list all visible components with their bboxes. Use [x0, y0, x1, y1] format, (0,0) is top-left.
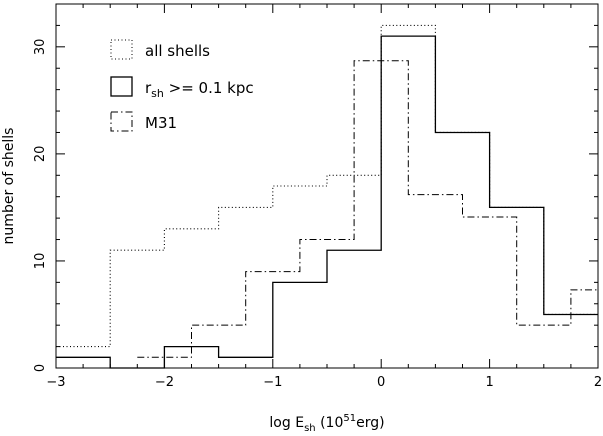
x-axis-title-prefix: log E	[269, 415, 304, 431]
x-axis-title-sup: 51	[343, 413, 356, 424]
legend-label-all-shells: all shells	[145, 42, 210, 60]
x-axis-title-close: erg)	[356, 415, 384, 431]
legend-label-r-sh: rsh >= 0.1 kpc	[145, 79, 254, 100]
y-tick-label: 20	[33, 146, 48, 163]
y-tick-label: 30	[33, 39, 48, 56]
x-axis-title: log Esh (1051erg)	[269, 413, 384, 434]
x-tick-label: 0	[377, 375, 385, 390]
legend-swatch-m31	[110, 111, 133, 132]
legend-label-r-sh-rest: >= 0.1 kpc	[164, 79, 254, 97]
y-tick-label: 10	[33, 253, 48, 270]
legend-label-r-sh-sub: sh	[151, 87, 164, 100]
legend-label-r-sh-base: r	[145, 79, 152, 97]
tick-marks	[55, 3, 599, 369]
x-axis-title-sub: sh	[304, 423, 316, 434]
x-tick-label: 1	[485, 375, 493, 390]
series-layer	[56, 24, 598, 369]
x-tick-label: −3	[46, 375, 65, 390]
y-axis-title: number of shells	[1, 128, 17, 245]
x-axis-title-open: (10	[316, 415, 344, 431]
x-tick-label: −1	[263, 375, 282, 390]
legend-swatch-all-shells	[110, 39, 133, 60]
legend-label-m31: M31	[145, 114, 177, 132]
series-r-sh	[56, 35, 598, 369]
y-tick-label: 0	[33, 364, 48, 372]
series-m31	[137, 60, 598, 358]
legend-swatch-r-sh	[110, 76, 133, 97]
x-tick-label: −2	[155, 375, 174, 390]
legend: all shells rsh >= 0.1 kpc M31	[110, 39, 254, 132]
x-tick-label: 2	[594, 375, 602, 390]
